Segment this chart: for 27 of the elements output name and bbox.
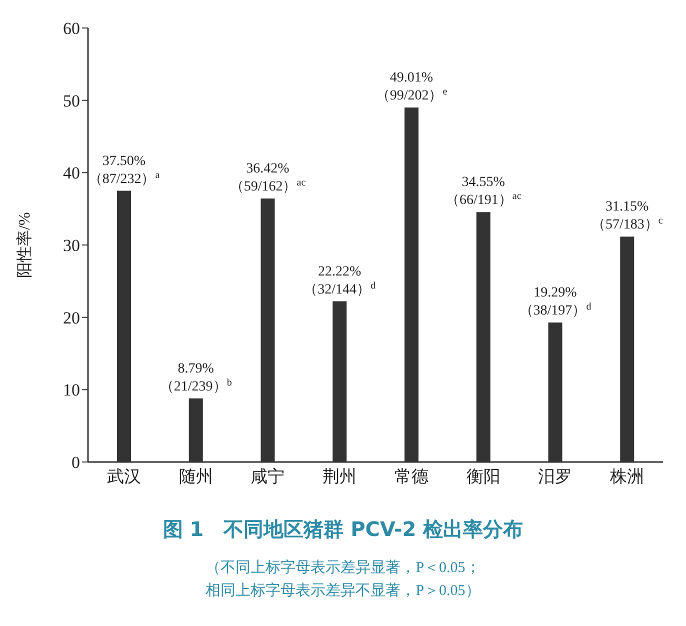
data-label: 49.01% （99/202）$^{e}$ — [376, 70, 448, 104]
x-tick-label: 衡阳 — [466, 467, 500, 486]
x-tick-label: 咸宁 — [250, 467, 285, 486]
data-label: 22.22% （32/144）$^{d}$ — [304, 264, 376, 298]
y-tick-label: 10 — [63, 380, 80, 400]
data-label: 19.29% （38/197）$^{d}$ — [519, 285, 592, 318]
y-axis-title: 阳性率/% — [16, 212, 34, 278]
y-tick-label: 60 — [63, 19, 80, 38]
x-tick-label: 荆州 — [322, 467, 357, 486]
x-tick-label: 常德 — [394, 467, 428, 486]
data-label: 31.15% （57/183）$^{c}$ — [591, 200, 664, 233]
x-tick-label: 武汉 — [106, 467, 141, 486]
y-tick-label: 0 — [72, 453, 80, 472]
text: （不同上标字母表示差异显著，P＜0.05； — [204, 558, 482, 578]
x-tick-label: 随州 — [178, 467, 213, 486]
y-tick-label: 30 — [63, 236, 80, 256]
data-label: 8.79% （21/239）$^{b}$ — [160, 361, 232, 394]
x-tick-label: 株洲 — [609, 467, 644, 486]
y-tick-label: 40 — [63, 164, 80, 183]
data-label: 36.42% （59/162）$^{ac}$ — [230, 162, 306, 195]
data-label: 37.50% （87/232）$^{a}$ — [88, 154, 160, 187]
text: 图 1 不同地区猪群 PCV-2 检出率分布 — [162, 516, 524, 543]
y-tick-label: 50 — [63, 91, 80, 110]
x-tick-label: 汨罗 — [538, 467, 572, 486]
y-tick-label: 20 — [63, 308, 80, 328]
text: 相同上标字母表示差异不显著，P＞0.05） — [204, 581, 482, 600]
data-label: 34.55% （66/191）$^{ac}$ — [445, 175, 522, 208]
